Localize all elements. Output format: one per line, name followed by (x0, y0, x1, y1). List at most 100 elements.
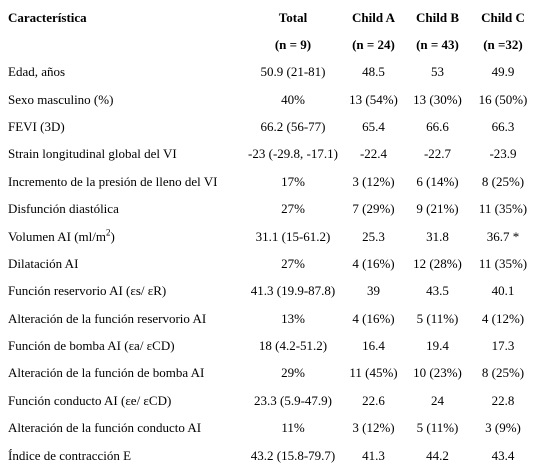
cell-value: 13% (281, 310, 305, 326)
cell-value: 66.3 (491, 118, 515, 134)
table-row: FEVI (3D) 66.2 (56-77) 65.4 66.6 66.3 (0, 113, 536, 140)
cell-value: -22.4 (359, 146, 388, 162)
cell-value: 29% (281, 365, 305, 381)
table-row: Incremento de la presión de lleno del VI… (0, 168, 536, 195)
cell-value: -23 (-29.8, -17.1) (248, 146, 338, 162)
row-label-text: Edad, años (8, 64, 66, 80)
cell-value: 41.3 (362, 447, 385, 463)
cell-value: 31.1 (15-61.2) (255, 228, 331, 244)
table-row: Alteración de la función de bomba AI 29% 1… (0, 359, 536, 386)
header-characteristic: Característica (8, 10, 87, 25)
cell-value: 9 (21%) (416, 201, 459, 217)
cell-value: 8 (25%) (481, 173, 525, 189)
table-row: Función conducto AI (εe/ εCD) 23.3 (5.9-4… (0, 387, 536, 414)
table-row: Índice de contracción E 43.2 (15.8-79.7) 4… (0, 441, 536, 468)
cell-value: 18 (4.2-51.2) (258, 338, 328, 354)
row-label-text: Sexo masculino (%) (8, 91, 114, 107)
table-row: Alteración de la función reservorio AI 13… (0, 305, 536, 332)
row-label: Strain longitudinal global del VI (0, 140, 244, 167)
cell-value: 5 (11%) (416, 310, 459, 326)
header-group-name: Child A (352, 10, 395, 25)
cell-value: 48.5 (362, 64, 385, 80)
cell-value: 3 (12%) (352, 420, 395, 436)
header-group-count: (n = 9) (274, 37, 312, 52)
row-label-text: Índice de contracción E (8, 447, 132, 463)
row-label-text: Alteración de la función de bomba AI (8, 365, 205, 381)
characteristics-table: Característica Total Child A Child B Chi… (0, 4, 536, 469)
cell-value: 11 (45%) (349, 365, 398, 381)
cell-value: 8 (25%) (481, 365, 525, 381)
row-label-text: Disfunción diastólica (8, 201, 119, 217)
cell-value: 25.3 (362, 228, 385, 244)
cell-value: 3 (12%) (352, 173, 395, 189)
row-label-text: Strain longitudinal global del VI (8, 146, 177, 162)
cell-value: 5 (11%) (416, 420, 459, 436)
row-label-text: Función de bomba AI (εa/ εCD) (8, 338, 175, 354)
cell-value: 11 (35%) (478, 255, 528, 271)
row-label: Dilatación AI (0, 250, 244, 277)
row-label-text: Alteración de la función conducto AI (8, 420, 202, 436)
table-row: Alteración de la función conducto AI 11% 3… (0, 414, 536, 441)
row-label-text: Incremento de la presión de lleno del VI (8, 173, 218, 189)
row-label: Edad, años (0, 58, 244, 85)
row-label-text: Función reservorio AI (εs/ εR) (8, 283, 167, 299)
cell-value: 23.3 (5.9-47.9) (254, 392, 332, 408)
cell-value: 12 (28%) (413, 255, 462, 271)
cell-value: 16.4 (362, 338, 385, 354)
table-row: Sexo masculino (%) 40% 13 (54%) 13 (30%) 16 … (0, 85, 536, 112)
cell-value: 44.2 (426, 447, 449, 463)
header-group-name: Child C (481, 10, 525, 25)
cell-value: 39 (367, 283, 380, 299)
row-label: FEVI (3D) (0, 113, 244, 140)
cell-value: 41.3 (19.9-87.8) (250, 283, 336, 299)
row-label: Alteración de la función de bomba AI (0, 359, 244, 386)
table-row: Disfunción diastólica 27% 7 (29%) 9 (21%) 11… (0, 195, 536, 222)
header-group-name: Child B (416, 10, 459, 25)
cell-value: 22.6 (362, 392, 385, 408)
cell-value: 43.5 (426, 283, 449, 299)
row-label: Volumen AI (ml/m2) (0, 222, 244, 249)
row-label: Incremento de la presión de lleno del VI (0, 168, 244, 195)
table-row: Función de bomba AI (εa/ εCD) 18 (4.2-51.… (0, 332, 536, 359)
row-label-text: Volumen AI (ml/m (8, 228, 106, 244)
header-group-count: (n = 24) (352, 37, 395, 52)
cell-value: -22.7 (423, 146, 452, 162)
table-row: Strain longitudinal global del VI -23 (-2… (0, 140, 536, 167)
cell-value: 31.8 (426, 228, 449, 244)
cell-value: 66.2 (56-77) (260, 118, 326, 134)
cell-value: 65.4 (362, 118, 385, 134)
cell-value: 43.2 (15.8-79.7) (250, 447, 336, 463)
cell-value: 49.9 (491, 64, 515, 80)
cell-value: 24 (431, 392, 444, 408)
cell-value: 13 (30%) (413, 91, 462, 107)
cell-value: 13 (54%) (349, 91, 398, 107)
cell-value: 43.4 (491, 447, 515, 463)
row-label: Función conducto AI (εe/ εCD) (0, 387, 244, 414)
cell-value: 17% (281, 173, 305, 189)
cell-value: 7 (29%) (352, 201, 395, 217)
cell-value: 53 (431, 64, 444, 80)
cell-value: 16 (50%) (478, 91, 528, 107)
cell-value: 66.6 (426, 118, 449, 134)
row-label-text: FEVI (3D) (8, 118, 65, 134)
table-row: Función reservorio AI (εs/ εR) 41.3 (19.9… (0, 277, 536, 304)
table-row: Volumen AI (ml/m2) 31.1 (15-61.2) 25.3 31.8… (0, 222, 536, 249)
cell-value: 22.8 (491, 392, 515, 408)
cell-value: -23.9 (489, 146, 517, 162)
row-label: Índice de contracción E (0, 441, 244, 468)
row-label: Sexo masculino (%) (0, 85, 244, 112)
header-empty (0, 31, 244, 58)
table-body: Edad, años 50.9 (21-81) 48.5 53 49.9 Sexo mas… (0, 58, 536, 469)
header-row-counts: (n = 9) (n = 24) (n = 43) (n =32) (0, 31, 536, 58)
row-label-end: ) (110, 228, 115, 244)
row-label-text: Dilatación AI (8, 255, 79, 271)
cell-value: 17.3 (491, 338, 515, 354)
table-row: Edad, años 50.9 (21-81) 48.5 53 49.9 (0, 58, 536, 85)
cell-value: 19.4 (426, 338, 449, 354)
cell-value: 3 (9%) (485, 420, 521, 436)
table-header: Característica Total Child A Child B Chi… (0, 4, 536, 58)
row-label: Función reservorio AI (εs/ εR) (0, 277, 244, 304)
header-group-count: (n = 43) (416, 37, 459, 52)
row-label-text: Alteración de la función reservorio AI (8, 310, 207, 326)
